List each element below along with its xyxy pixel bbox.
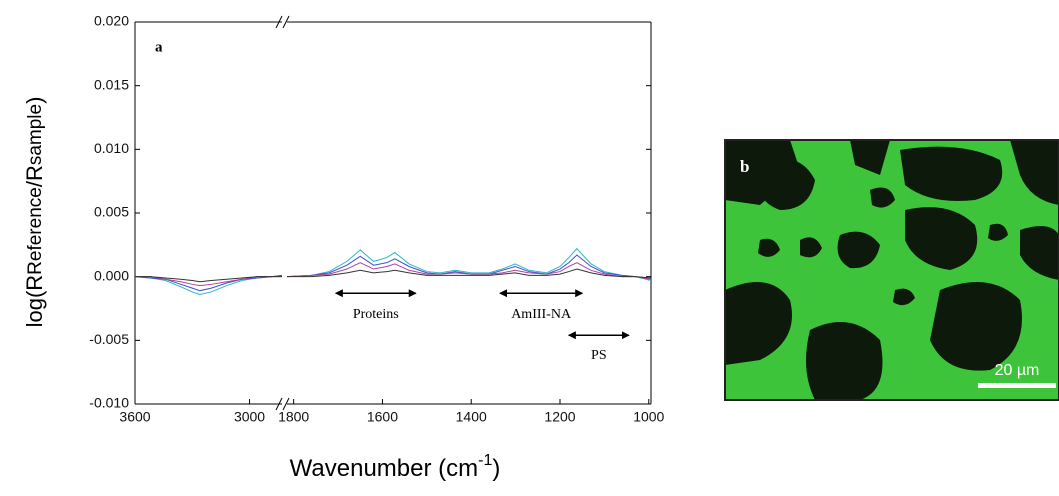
y-tick-label: -0.005 — [89, 331, 129, 347]
panel-label-b: b — [740, 157, 749, 176]
scale-bar-label: 20 µm — [995, 362, 1040, 379]
spectrum-line — [286, 262, 652, 280]
plot-a: 0.020 0.015 0.010 0.005 0.000 -0.005 -0.010360… — [89, 13, 664, 425]
x-label-part: ) — [492, 455, 500, 482]
y-tick-label: 0.020 — [94, 13, 129, 29]
y-tick-label: 0.005 — [94, 204, 129, 220]
y-label-part: ) — [22, 97, 47, 104]
y-axis-label: log(RReference/Rsample) — [22, 97, 47, 328]
scale-bar — [978, 383, 1056, 388]
spectrum-line — [135, 276, 282, 283]
annotation-label: AmIII-NA — [511, 307, 572, 322]
spectrum-line — [287, 268, 652, 279]
x-tick-label: 1400 — [456, 409, 487, 425]
image-holes — [725, 140, 1059, 400]
x-tick-label: 3600 — [119, 409, 150, 425]
micrograph: b 20 µm — [724, 139, 1059, 401]
y-tick-label: -0.010 — [89, 395, 129, 411]
x-tick-label: 1000 — [633, 409, 664, 425]
x-axis-label: Wavenumber (cm-1) — [290, 452, 501, 482]
y-label-part: /R — [22, 165, 47, 187]
y-tick-label: 0.015 — [94, 76, 129, 92]
y-label-part: Reference — [25, 187, 46, 275]
axis-break — [282, 397, 290, 411]
axis-break — [282, 15, 290, 29]
x-tick-label: 1800 — [278, 409, 309, 425]
y-label-part: sample — [25, 104, 46, 165]
x-label-part: -1 — [478, 452, 492, 469]
spectrum-line — [286, 247, 652, 281]
panel-label: a — [155, 39, 163, 55]
x-label-part: Wavenumber (cm — [290, 455, 478, 482]
annotation-label: PS — [591, 348, 607, 363]
y-label-part: log(R — [22, 275, 47, 328]
x-tick-label: 3000 — [234, 409, 265, 425]
image-border — [724, 139, 1059, 401]
x-tick-label: 1200 — [544, 409, 575, 425]
y-tick-label: 0.000 — [94, 267, 129, 283]
axis-break — [275, 397, 283, 411]
annotation-label: Proteins — [353, 307, 399, 322]
y-tick-label: 0.010 — [94, 140, 129, 156]
axis-break — [275, 15, 283, 29]
x-tick-label: 1600 — [367, 409, 398, 425]
